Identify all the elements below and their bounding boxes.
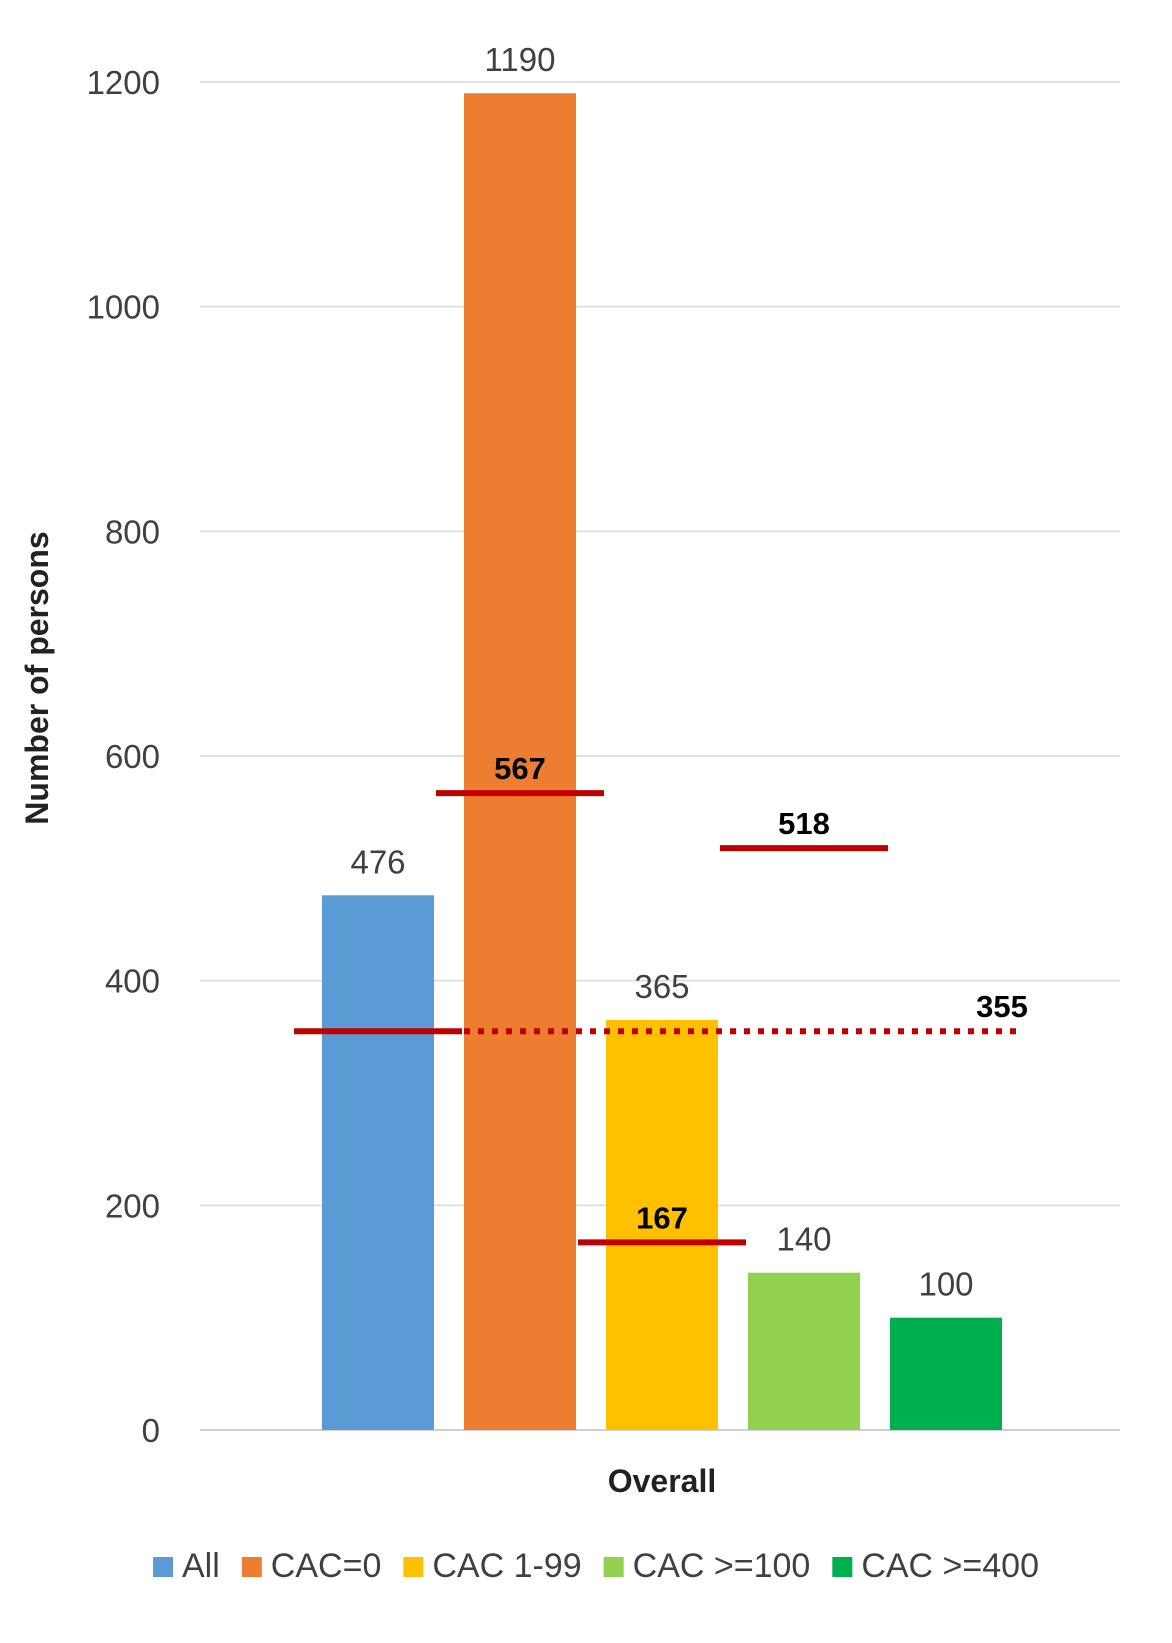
legend-swatch: [603, 1557, 624, 1577]
legend-swatch: [153, 1557, 174, 1577]
y-tick-label: 600: [105, 738, 160, 775]
bar: [606, 1019, 718, 1430]
y-axis-title: Number of persons: [19, 531, 55, 824]
y-tick-label: 1000: [87, 289, 160, 326]
bar: [890, 1317, 1002, 1430]
legend-label: CAC >=400: [861, 1547, 1039, 1585]
y-tick-label: 800: [105, 513, 160, 550]
y-tick-label: 1200: [87, 64, 160, 101]
x-axis-title: Overall: [608, 1463, 717, 1499]
data-label: 140: [776, 1221, 831, 1258]
reference-label: 355: [976, 989, 1028, 1024]
legend-item: CAC 1-99: [403, 1547, 582, 1585]
legend-label: CAC=0: [271, 1547, 382, 1585]
reference-label: 567: [494, 751, 546, 786]
legend-item: CAC >=400: [832, 1547, 1039, 1585]
legend-label: CAC 1-99: [432, 1547, 581, 1585]
y-tick-label: 400: [105, 963, 160, 1000]
data-label: 365: [634, 968, 689, 1005]
bar: [748, 1272, 860, 1430]
legend-label: All: [182, 1547, 220, 1585]
data-label: 100: [918, 1266, 973, 1303]
reference-label: 167: [636, 1200, 688, 1235]
y-tick-label: 0: [142, 1412, 160, 1449]
reference-label: 518: [778, 806, 830, 841]
legend-item: CAC=0: [241, 1547, 382, 1585]
legend-swatch: [403, 1557, 424, 1577]
data-label: 476: [350, 843, 405, 880]
bar: [464, 93, 576, 1431]
legend-item: All: [153, 1547, 220, 1585]
legend-item: CAC >=100: [603, 1547, 811, 1585]
bar: [322, 895, 434, 1430]
legend-swatch: [832, 1557, 853, 1577]
data-label: 1190: [485, 41, 556, 78]
legend-swatch: [241, 1557, 262, 1577]
y-tick-label: 200: [105, 1187, 160, 1224]
legend-label: CAC >=100: [633, 1547, 811, 1585]
